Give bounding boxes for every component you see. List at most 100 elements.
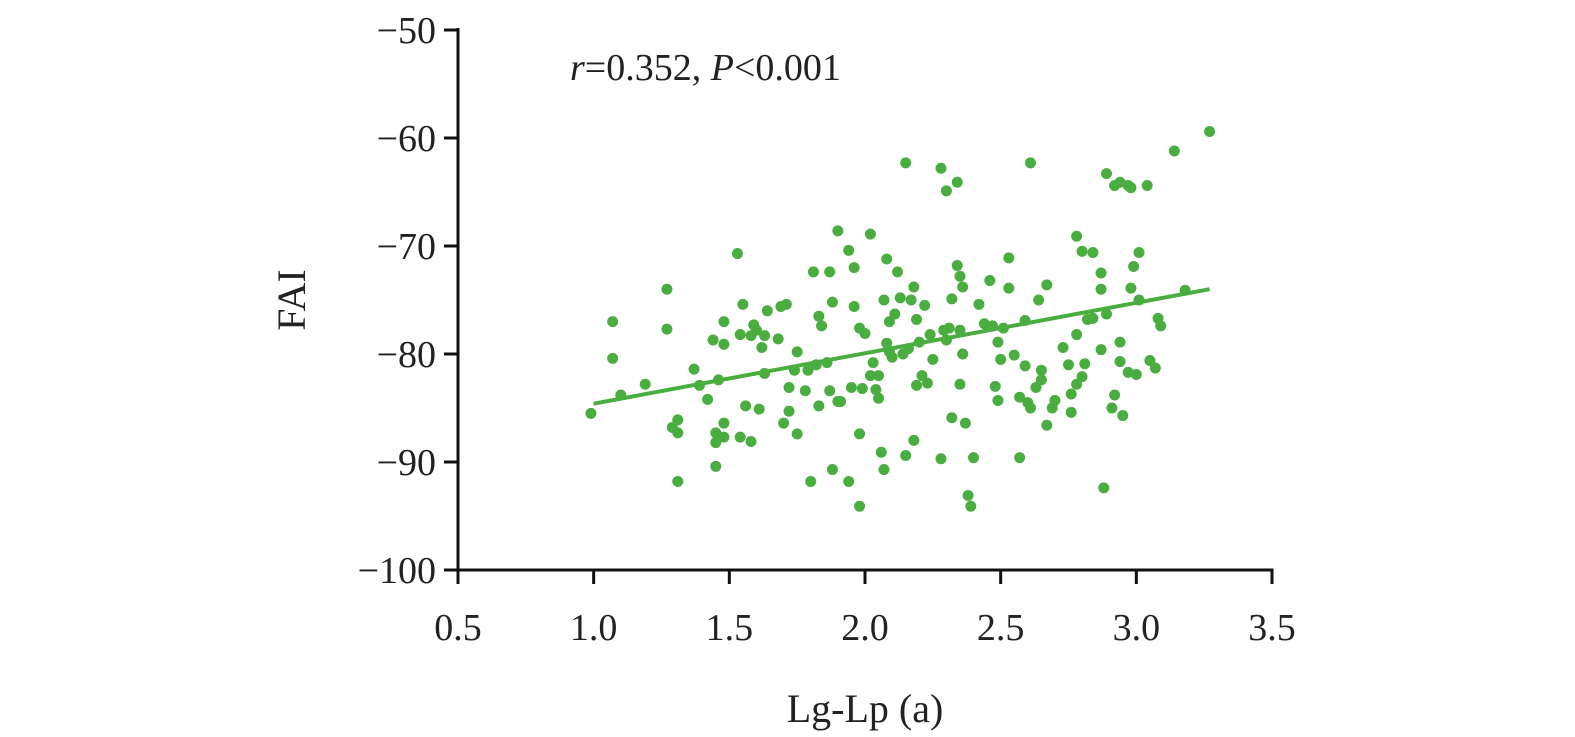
data-point: [826, 464, 838, 476]
data-point: [672, 427, 684, 439]
correlation-annotation: r=0.352, P<0.001: [570, 47, 841, 89]
data-point: [1035, 364, 1047, 376]
data-point: [1025, 402, 1037, 414]
data-point: [1030, 381, 1042, 393]
data-point: [889, 308, 901, 320]
data-point: [1114, 336, 1126, 348]
data-point: [707, 334, 719, 346]
data-point: [780, 298, 792, 310]
data-point: [1114, 356, 1126, 368]
data-point: [1095, 344, 1107, 356]
data-point: [824, 385, 836, 397]
data-point: [1098, 482, 1110, 494]
data-point: [927, 353, 939, 365]
data-point: [1014, 391, 1026, 403]
data-point: [883, 316, 895, 328]
data-point: [935, 162, 947, 174]
y-tick-label: −50: [377, 10, 436, 52]
data-point: [1155, 320, 1167, 332]
data-point: [843, 244, 855, 256]
data-point: [1019, 360, 1031, 372]
x-tick-labels: 0.5 1.0 1.5 2.0 2.5 3.0 3.5: [434, 607, 1296, 649]
data-point: [1079, 358, 1091, 370]
data-point: [854, 500, 866, 512]
data-point: [799, 385, 811, 397]
data-point: [873, 392, 885, 404]
data-point: [1065, 388, 1077, 400]
data-point: [1065, 406, 1077, 418]
data-point: [1014, 452, 1026, 464]
data-point: [864, 228, 876, 240]
data-point: [1106, 402, 1118, 414]
data-point: [826, 296, 838, 308]
data-point: [962, 489, 974, 501]
data-point: [1109, 389, 1121, 401]
data-point: [745, 435, 757, 447]
axes: [444, 28, 1274, 584]
data-point: [1087, 246, 1099, 258]
p-symbol: P: [710, 47, 734, 89]
data-point: [1117, 410, 1129, 422]
data-point: [919, 299, 931, 311]
data-point: [921, 377, 933, 389]
data-point: [854, 428, 866, 440]
data-point: [718, 417, 730, 429]
x-tick-label: 2.0: [841, 607, 889, 649]
data-point: [761, 305, 773, 317]
data-point: [1041, 279, 1053, 291]
data-point: [859, 327, 871, 339]
data-point: [992, 394, 1004, 406]
data-point: [1133, 246, 1145, 258]
data-point: [946, 293, 958, 305]
x-tick-label: 2.5: [977, 607, 1025, 649]
data-point: [710, 427, 722, 439]
data-point: [1008, 349, 1020, 361]
data-point: [639, 378, 651, 390]
data-point: [959, 417, 971, 429]
data-point: [802, 364, 814, 376]
data-point: [734, 431, 746, 443]
x-axis-title: Lg-Lp (a): [787, 686, 944, 731]
r-symbol: r: [570, 47, 585, 89]
data-point: [954, 270, 966, 282]
data-point: [973, 298, 985, 310]
regression-line: [593, 287, 1210, 406]
data-point: [886, 351, 898, 363]
data-point: [1128, 261, 1140, 273]
data-point: [672, 414, 684, 426]
data-point: [783, 381, 795, 393]
data-point: [1049, 394, 1061, 406]
x-tick-label: 3.5: [1248, 607, 1296, 649]
data-point: [900, 450, 912, 462]
y-tick-label: −90: [377, 442, 436, 484]
data-point: [892, 266, 904, 278]
data-point: [894, 292, 906, 304]
data-point: [718, 316, 730, 328]
data-point: [957, 348, 969, 360]
data-point: [734, 329, 746, 341]
data-point: [783, 405, 795, 417]
data-point: [607, 316, 619, 328]
data-point: [832, 225, 844, 237]
data-point: [688, 363, 700, 375]
data-point: [702, 393, 714, 405]
y-tick-label: −70: [377, 226, 436, 268]
data-point: [718, 431, 730, 443]
data-point: [968, 452, 980, 464]
x-tick-label: 0.5: [434, 607, 482, 649]
data-point: [881, 337, 893, 349]
data-point: [1003, 252, 1015, 264]
data-point: [873, 370, 885, 382]
x-tick-label: 1.0: [570, 607, 618, 649]
data-point: [1141, 180, 1153, 192]
data-point: [1063, 359, 1074, 371]
data-point: [1125, 282, 1137, 294]
data-point: [995, 353, 1007, 365]
data-point: [1033, 294, 1045, 306]
data-point: [1087, 312, 1099, 324]
data-point: [924, 329, 936, 341]
data-point: [908, 434, 920, 446]
data-point: [992, 336, 1004, 348]
data-point: [1071, 230, 1083, 242]
